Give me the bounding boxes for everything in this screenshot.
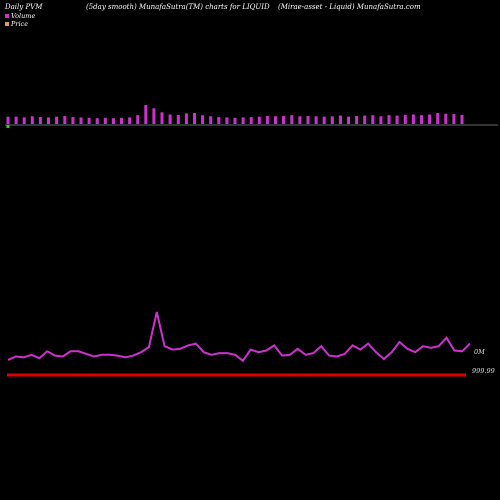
chart-title-right: (Mirae-asset - Liquid) MunafaSutra.com [278,3,421,11]
volume-bar [225,117,229,124]
volume-bars [6,105,464,128]
volume-bar [38,117,42,124]
volume-bar [420,115,423,124]
volume-bar [428,114,432,124]
volume-bar [95,118,99,124]
volume-bar [249,117,253,124]
volume-bar [265,116,269,124]
volume-bar [379,116,383,124]
volume-bar [22,117,26,124]
legend-volume-label: Volume [11,12,36,20]
volume-bar [355,116,359,124]
volume-bar [306,116,310,124]
volume-bar [14,116,18,124]
volume-bar [347,116,350,124]
volume-bar [338,115,342,124]
volume-bar [136,115,140,124]
volume-bar [63,116,67,124]
volume-bar [411,114,415,124]
volume-bar [274,116,277,124]
volume-bar [314,116,318,124]
volume-bar [111,118,115,124]
price-axis-label-top: 0M [474,348,485,356]
volume-bar [282,116,286,124]
chart-title-left: Daily PVM [5,3,43,11]
volume-bar [120,117,123,124]
volume-bar [395,115,399,124]
volume-bar [452,114,456,124]
volume-bar [55,116,59,124]
volume-bar-negative [6,125,10,128]
volume-bar [160,112,164,124]
volume-bar [87,117,91,124]
volume-bar [217,117,221,124]
volume-bar [71,117,75,124]
volume-bar [257,116,261,124]
legend-price-swatch [5,22,9,26]
volume-bar [6,116,10,124]
volume-bar [436,113,440,124]
volume-bar [168,114,172,124]
volume-bar [144,105,148,124]
volume-bar [363,115,367,124]
legend-volume: Volume [5,12,35,20]
price-line [7,311,471,363]
volume-bar [79,117,83,124]
volume-bar [201,115,205,124]
volume-bar [290,115,294,124]
volume-bar [444,113,448,124]
volume-bar [47,117,50,124]
legend-price: Price [5,20,28,28]
volume-bar [371,115,375,124]
volume-bar [322,116,326,124]
volume-bar [330,116,334,124]
volume-bar [30,116,34,124]
chart-title-center: (5day smooth) MunafaSutra(TM) charts for… [86,3,270,11]
volume-bar [193,113,196,124]
volume-bar [460,114,464,124]
volume-bar [152,108,156,124]
volume-bar [298,116,302,124]
volume-bar [184,113,188,124]
volume-bar [241,117,245,124]
volume-bar [128,117,132,124]
legend-volume-swatch [5,14,9,18]
volume-bar [233,117,237,124]
volume-bar [176,114,180,124]
volume-bar [387,115,391,124]
volume-bar [103,117,107,124]
volume-bar [403,114,407,124]
volume-bar [209,116,213,124]
price-axis-label-bottom: 999.99 [472,367,495,375]
legend-price-label: Price [11,20,29,28]
